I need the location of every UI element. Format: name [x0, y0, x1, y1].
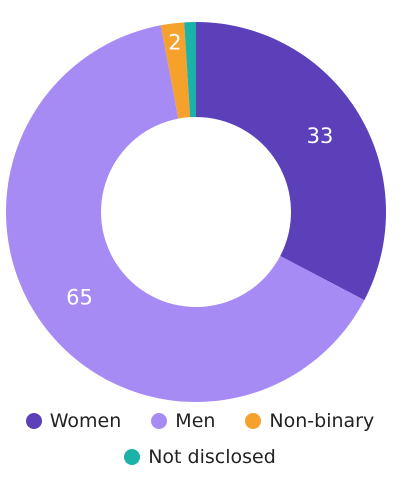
slice [184, 22, 196, 118]
legend-label: Not disclosed [148, 446, 276, 468]
slice [196, 22, 387, 301]
legend-label: Non-binary [269, 410, 375, 432]
legend-swatch [25, 413, 42, 429]
legend-item: Not disclosed [124, 446, 276, 468]
slice [160, 22, 191, 119]
legend-item: Men [151, 410, 215, 432]
legend-label: Women [49, 410, 122, 432]
legend: Women Men Non-binary Not disclosed [0, 410, 400, 468]
legend-item: Non-binary [245, 410, 374, 432]
chart: 33 65 2 [6, 22, 387, 402]
slice-label: 33 [307, 124, 334, 148]
legend-swatch [245, 413, 262, 429]
legend-swatch [124, 449, 141, 465]
legend-item: Women [25, 410, 122, 432]
legend-swatch [151, 413, 168, 429]
legend-label: Men [175, 410, 216, 432]
slice-label: 2 [168, 30, 181, 54]
slice [6, 25, 365, 402]
slice-label: 65 [66, 285, 93, 309]
